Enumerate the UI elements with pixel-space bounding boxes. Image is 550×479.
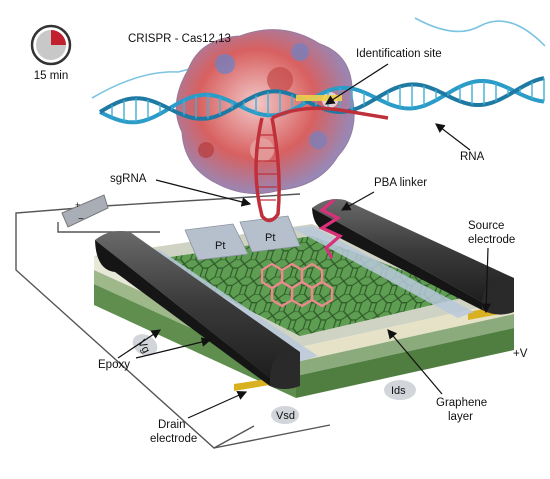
voltage-source-triangle: + − xyxy=(61,194,109,228)
timer-icon xyxy=(30,24,72,66)
drain-electrode-arrow xyxy=(187,391,248,419)
source-electrode-arrow xyxy=(481,247,492,314)
drain-electrode-label: Drain electrode xyxy=(150,419,197,445)
pba-linker-label: PBA linker xyxy=(374,177,427,189)
ids-label: Ids xyxy=(391,385,406,397)
epoxy-label: Epoxy xyxy=(98,359,130,371)
timer-label: 15 min xyxy=(34,70,69,82)
minus-sign: − xyxy=(78,214,84,225)
pt-left-label: Pt xyxy=(215,240,225,252)
ids-badge: Ids xyxy=(384,380,416,400)
right-electrode-strip xyxy=(292,226,474,318)
graphene-arrow xyxy=(387,329,443,395)
vg-label: Vg xyxy=(135,338,152,356)
plus-sign: + xyxy=(75,200,80,210)
identification-site-arrow xyxy=(324,63,389,105)
identification-site-label: Identification site xyxy=(356,48,442,60)
source-electrode-label: Source electrode xyxy=(468,220,515,246)
pba-linker xyxy=(318,198,343,259)
rna-label: RNA xyxy=(460,151,485,163)
rna-strand-right xyxy=(414,17,546,47)
pba-linker-arrow xyxy=(340,191,375,211)
rna-arrow xyxy=(435,123,471,151)
epoxy-arrow-1 xyxy=(117,329,161,359)
vg-badge: Vg xyxy=(132,334,158,356)
epoxy-arrow-2 xyxy=(135,337,212,359)
epoxy-left-rail xyxy=(95,231,300,389)
vsd-badge: Vsd xyxy=(271,406,299,424)
crispr-label: CRISPR - Cas12,13 xyxy=(128,33,231,45)
epoxy-right-rail xyxy=(312,199,514,315)
sgrna-label: sgRNA xyxy=(110,173,147,185)
aromatic-molecule xyxy=(260,262,334,308)
pt-right-label: Pt xyxy=(265,232,275,244)
vsd-label: Vsd xyxy=(276,410,295,422)
graphene-layer-label: Graphene layer xyxy=(436,397,490,423)
sgrna-arrow xyxy=(155,179,252,207)
plus-v-label: +V xyxy=(513,348,528,360)
